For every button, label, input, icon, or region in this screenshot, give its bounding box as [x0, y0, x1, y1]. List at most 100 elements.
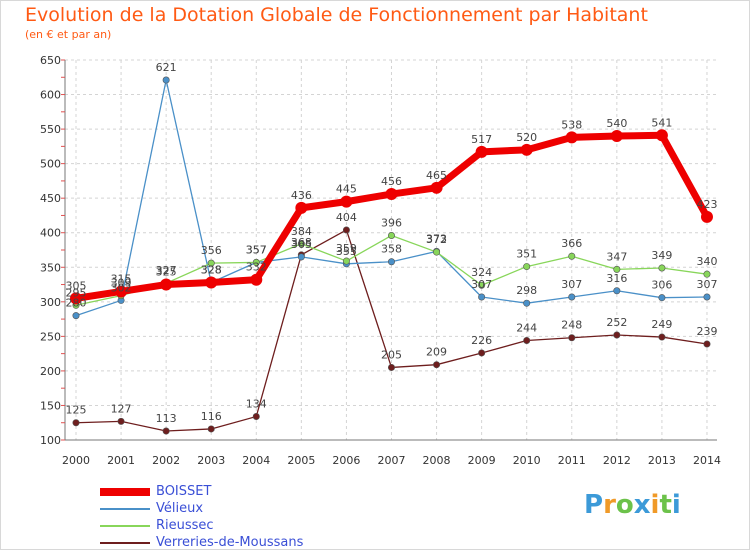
data-label: 368 — [291, 236, 312, 249]
data-label: 307 — [471, 278, 492, 291]
data-label: 134 — [246, 398, 267, 411]
data-label: 306 — [651, 279, 672, 292]
legend-swatch-rieussec — [100, 525, 150, 527]
data-label: 127 — [111, 402, 132, 415]
y-tick-label: 200 — [40, 365, 61, 378]
data-label: 538 — [561, 118, 582, 131]
data-label: 355 — [336, 245, 357, 258]
data-point — [703, 270, 711, 278]
data-point — [565, 131, 578, 144]
y-tick-label: 650 — [40, 54, 61, 67]
data-label: 347 — [606, 250, 627, 263]
data-point — [613, 331, 621, 339]
data-point — [385, 188, 398, 201]
data-point — [430, 181, 443, 194]
chart-title: Evolution de la Dotation Globale de Fonc… — [25, 4, 648, 26]
data-point — [658, 294, 666, 302]
legend-swatch-velieux — [100, 508, 150, 510]
data-point — [115, 285, 128, 298]
logo-letter: t — [659, 490, 672, 520]
y-tick-label: 300 — [40, 296, 61, 309]
data-point — [72, 312, 80, 320]
data-point — [523, 299, 531, 307]
data-label: 517 — [471, 133, 492, 146]
data-label: 328 — [201, 263, 222, 276]
data-label: 324 — [471, 266, 492, 279]
data-point — [475, 145, 488, 158]
logo-letter: i — [671, 490, 681, 520]
data-point — [658, 264, 666, 272]
legend-label-rieussec: Rieussec — [156, 518, 214, 533]
y-tick-label: 500 — [40, 158, 61, 171]
data-point — [252, 413, 260, 421]
plot-area — [65, 60, 717, 440]
x-tick-label: 2012 — [603, 454, 631, 467]
data-label: 357 — [246, 243, 267, 256]
data-label: 358 — [381, 243, 402, 256]
data-label: 309 — [111, 277, 132, 290]
data-label: 316 — [606, 272, 627, 285]
data-label: 116 — [201, 410, 222, 423]
data-label: 384 — [291, 225, 312, 238]
y-tick-label: 250 — [40, 330, 61, 343]
data-label: 239 — [696, 325, 717, 338]
data-point — [610, 130, 623, 142]
data-point — [523, 337, 531, 345]
data-label: 366 — [561, 237, 582, 250]
data-point — [700, 210, 713, 223]
x-tick-label: 2003 — [197, 454, 225, 467]
data-label: 423 — [696, 198, 717, 211]
data-point — [205, 276, 218, 289]
data-label: 252 — [606, 316, 627, 329]
data-point — [478, 293, 486, 301]
x-tick-label: 2014 — [693, 454, 721, 467]
data-point — [160, 278, 173, 291]
data-label: 209 — [426, 346, 447, 359]
legend-swatch-verreries — [100, 542, 150, 544]
data-point — [117, 417, 125, 425]
data-point — [342, 226, 350, 234]
data-point — [72, 419, 80, 427]
x-tick-label: 2011 — [558, 454, 586, 467]
x-tick-label: 2007 — [377, 454, 405, 467]
legend-swatch-boisset — [100, 488, 150, 496]
data-label: 396 — [381, 216, 402, 229]
data-point — [520, 143, 533, 156]
data-point — [297, 253, 305, 261]
legend-label-boisset: BOISSET — [156, 484, 212, 499]
data-label: 404 — [336, 211, 357, 224]
data-point — [703, 340, 711, 348]
data-label: 298 — [516, 284, 537, 297]
proxiti-logo: Proxiti — [584, 490, 681, 520]
data-point — [613, 265, 621, 273]
data-label: 541 — [651, 116, 672, 129]
data-label: 295 — [66, 286, 87, 299]
data-label: 226 — [471, 334, 492, 347]
data-point — [478, 349, 486, 357]
y-tick-label: 450 — [40, 192, 61, 205]
data-point — [207, 425, 215, 433]
y-tick-label: 350 — [40, 261, 61, 274]
data-label: 307 — [561, 278, 582, 291]
data-label: 357 — [246, 243, 267, 256]
y-tick-label: 400 — [40, 227, 61, 240]
data-label: 307 — [696, 278, 717, 291]
data-label: 248 — [561, 319, 582, 332]
data-point — [70, 292, 82, 305]
data-point — [387, 231, 395, 239]
data-label: 520 — [516, 131, 537, 144]
data-label: 113 — [156, 412, 177, 425]
data-label: 356 — [201, 244, 222, 257]
x-tick-label: 2005 — [287, 454, 315, 467]
data-label: 315 — [111, 272, 132, 285]
x-tick-label: 2008 — [423, 454, 451, 467]
y-tick-label: 550 — [40, 123, 61, 136]
data-label: 280 — [66, 297, 87, 310]
chart-subtitle: (en € et par an) — [25, 28, 112, 41]
data-label: 340 — [696, 255, 717, 268]
data-point — [162, 76, 170, 84]
data-label: 125 — [66, 404, 87, 417]
data-label: 373 — [426, 232, 447, 245]
logo-letter: i — [650, 490, 660, 520]
